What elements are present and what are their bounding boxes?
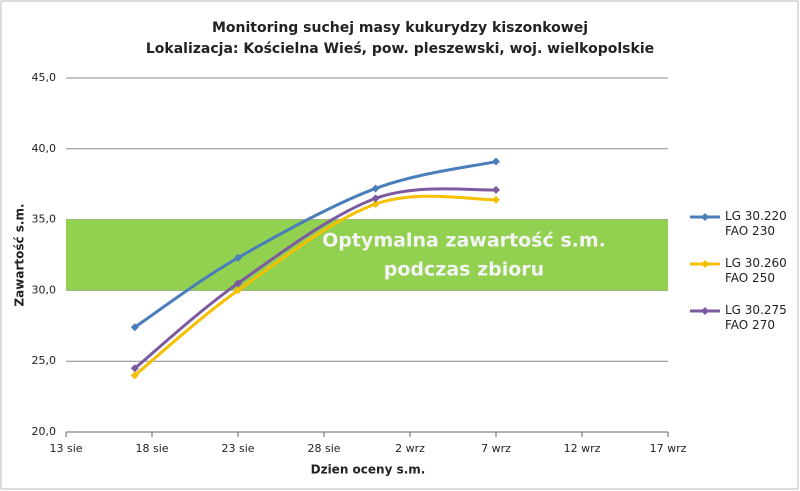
x-tick-label: 13 sie — [49, 442, 82, 455]
data-point — [492, 157, 500, 166]
chart-title: Monitoring suchej masy kukurydzy kiszonk… — [212, 20, 588, 36]
legend-marker — [701, 307, 709, 315]
data-point — [371, 184, 380, 193]
y-tick-label: 35,0 — [32, 213, 57, 226]
x-axis-title: Dzien oceny s.m. — [311, 463, 426, 477]
data-point — [234, 253, 242, 262]
y-tick-label: 25,0 — [32, 354, 57, 367]
series-line — [133, 187, 497, 370]
optimal-band — [66, 219, 668, 291]
band-label: Optymalna zawartość s.m. — [322, 230, 606, 252]
legend-label: LG 30.275 FAO 270 — [725, 303, 787, 332]
x-tick-label: 7 wrz — [481, 442, 511, 455]
legend-label: LG 30.220 FAO 230 — [725, 209, 787, 238]
x-tick-label: 28 sie — [307, 442, 340, 455]
data-point — [492, 185, 500, 194]
y-tick-label: 30,0 — [32, 283, 57, 296]
y-tick-label: 40,0 — [32, 142, 57, 155]
x-tick-label: 12 wrz — [564, 442, 601, 455]
band-label: podczas zbioru — [384, 259, 544, 281]
legend-marker — [701, 260, 709, 268]
y-tick-label: 20,0 — [32, 425, 57, 438]
data-point — [492, 195, 500, 204]
data-point — [371, 200, 380, 209]
legend-label: LG 30.260 FAO 250 — [725, 256, 787, 285]
data-point — [130, 371, 139, 380]
x-tick-label: 18 sie — [135, 442, 168, 455]
data-point — [130, 364, 139, 373]
series-line — [133, 194, 497, 377]
data-point — [234, 279, 242, 288]
y-tick-label: 45,0 — [32, 71, 57, 84]
data-point — [130, 323, 139, 332]
chart-subtitle: Lokalizacja: Kościelna Wieś, pow. plesze… — [146, 41, 654, 57]
y-axis-title: Zawartość s.m. — [13, 203, 27, 306]
series-line — [133, 160, 497, 329]
x-tick-label: 2 wrz — [395, 442, 425, 455]
legend-marker — [701, 213, 709, 221]
x-tick-label: 17 wrz — [650, 442, 687, 455]
data-point — [234, 286, 242, 295]
data-point — [371, 194, 380, 203]
x-tick-label: 23 sie — [221, 442, 254, 455]
